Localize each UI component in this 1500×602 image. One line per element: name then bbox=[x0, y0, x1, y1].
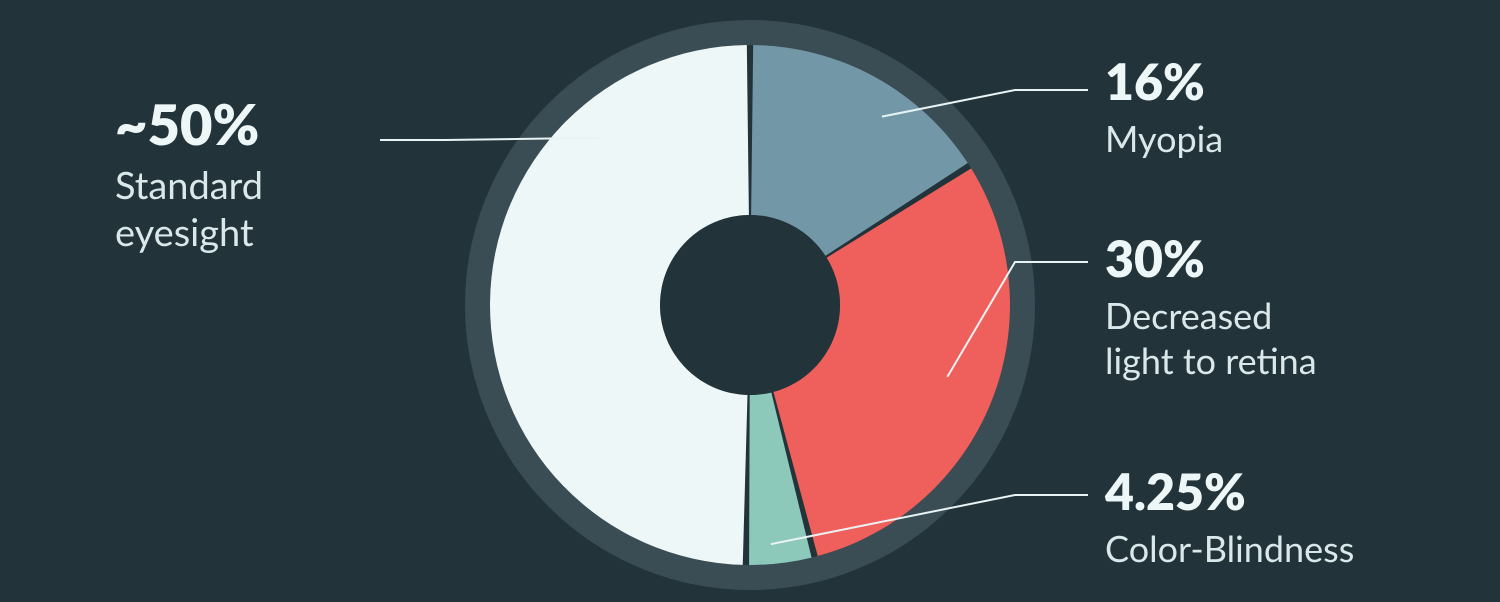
label-color-blindness-value: 4.25% bbox=[1105, 465, 1354, 518]
label-myopia: 16% Myopia bbox=[1105, 55, 1223, 161]
label-decreased-light: 30% Decreasedlight to retina bbox=[1105, 232, 1317, 383]
label-standard-eyesight: ~50% Standardeyesight bbox=[115, 95, 263, 257]
label-decreased-light-value: 30% bbox=[1105, 232, 1317, 285]
label-standard-value: ~50% bbox=[115, 95, 263, 154]
label-myopia-value: 16% bbox=[1105, 55, 1223, 108]
label-standard-text: Standardeyesight bbox=[115, 162, 263, 257]
label-myopia-text: Myopia bbox=[1105, 116, 1223, 161]
label-color-blindness: 4.25% Color-Blindness bbox=[1105, 465, 1354, 571]
eyesight-donut-chart: ~50% Standardeyesight 16% Myopia 30% Dec… bbox=[0, 0, 1500, 602]
label-color-blindness-text: Color-Blindness bbox=[1105, 526, 1354, 571]
label-decreased-light-text: Decreasedlight to retina bbox=[1105, 293, 1317, 383]
donut-hole bbox=[660, 215, 840, 395]
